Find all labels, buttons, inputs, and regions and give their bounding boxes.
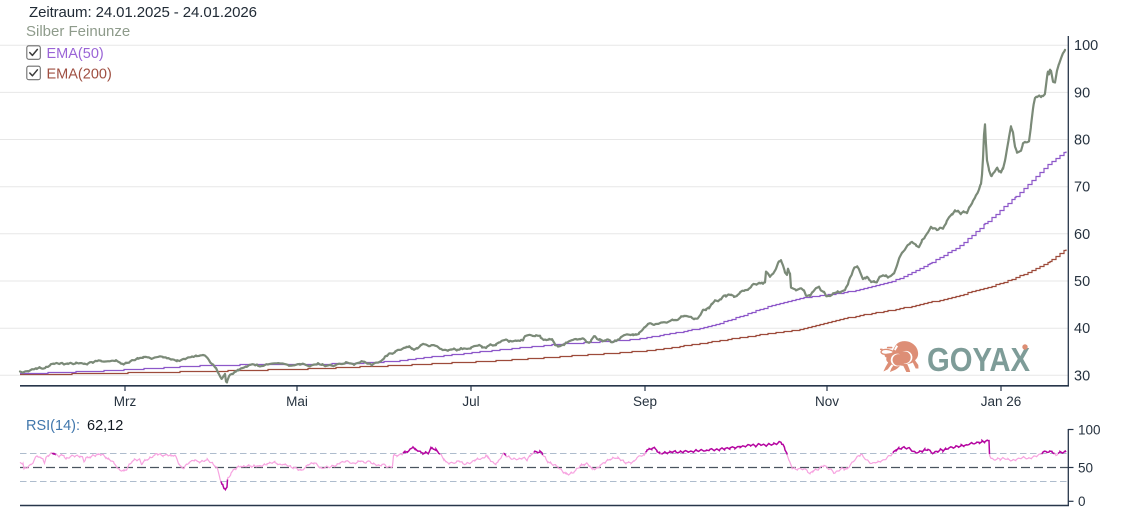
svg-text:0: 0 — [1078, 494, 1086, 509]
svg-text:Nov: Nov — [815, 394, 839, 409]
svg-text:GOYAX: GOYAX — [927, 342, 1031, 379]
svg-text:100: 100 — [1074, 38, 1098, 54]
svg-text:EMA(50): EMA(50) — [47, 46, 104, 62]
svg-text:Sep: Sep — [633, 394, 657, 409]
svg-text:EMA(200): EMA(200) — [47, 66, 112, 82]
svg-text:Mrz: Mrz — [114, 394, 137, 409]
svg-text:RSI(14):: RSI(14): — [26, 418, 80, 434]
svg-text:Mai: Mai — [286, 394, 308, 409]
svg-text:80: 80 — [1074, 133, 1090, 149]
svg-text:50: 50 — [1078, 460, 1093, 475]
svg-text:40: 40 — [1074, 321, 1090, 337]
svg-text:Jan 26: Jan 26 — [981, 394, 1022, 409]
svg-text:50: 50 — [1074, 274, 1090, 290]
svg-text:100: 100 — [1078, 422, 1101, 437]
svg-text:60: 60 — [1074, 227, 1090, 243]
svg-text:70: 70 — [1074, 180, 1090, 196]
svg-text:90: 90 — [1074, 85, 1090, 101]
svg-text:30: 30 — [1074, 368, 1090, 384]
svg-text:Zeitraum: 24.01.2025 - 24.01.2: Zeitraum: 24.01.2025 - 24.01.2026 — [29, 4, 257, 21]
svg-text:Silber Feinunze: Silber Feinunze — [26, 23, 130, 40]
svg-text:Jul: Jul — [462, 394, 479, 409]
svg-text:62,12: 62,12 — [87, 418, 123, 434]
